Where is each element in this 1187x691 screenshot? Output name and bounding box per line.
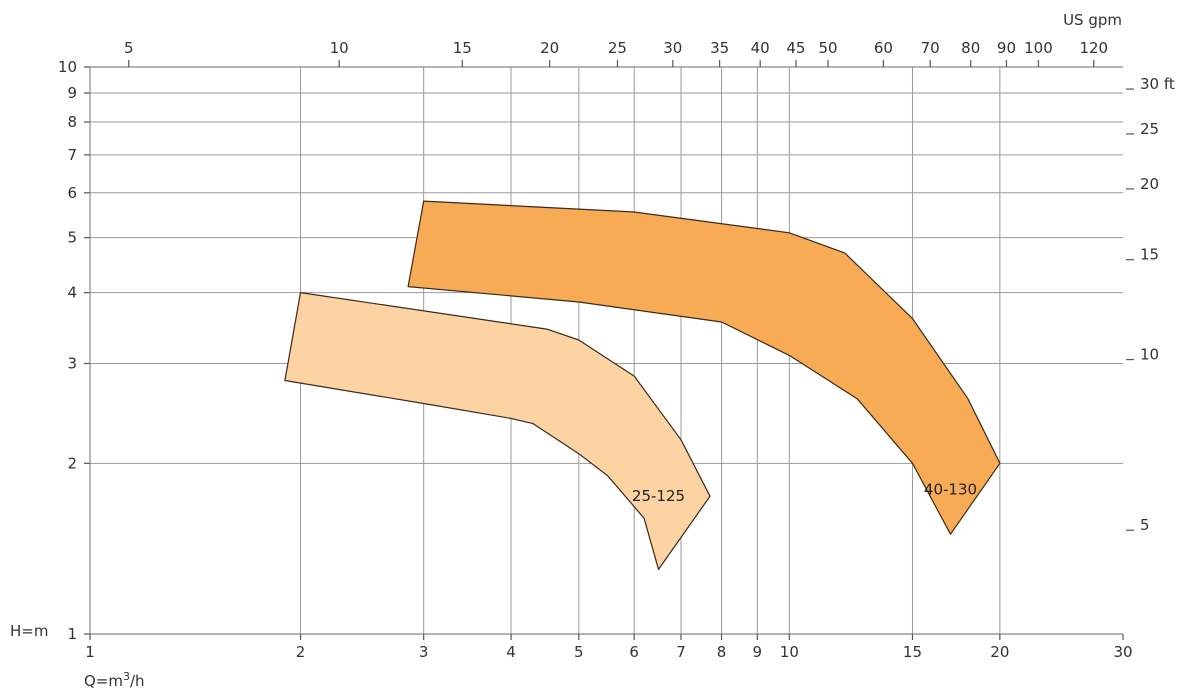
x-tick-label: 6 — [629, 643, 639, 661]
grid — [90, 67, 1123, 634]
y2-tick-label: 20 — [1140, 175, 1159, 193]
x2-tick-label: 60 — [874, 39, 893, 57]
y2-tick-label: 15 — [1140, 246, 1159, 264]
x2-tick-label: 40 — [751, 39, 770, 57]
y-axis-label: H=m — [10, 622, 48, 640]
x2-tick-label: 15 — [453, 39, 472, 57]
plot-frame — [89, 66, 1123, 635]
y-tick-label: 10 — [58, 58, 77, 76]
x2-tick-label: 100 — [1024, 39, 1053, 57]
x-tick-label: 1 — [85, 643, 95, 661]
x2-tick-label: 25 — [608, 39, 627, 57]
y-tick-label: 8 — [67, 113, 77, 131]
x-tick-label: 9 — [753, 643, 763, 661]
y-tick-label: 7 — [67, 146, 77, 164]
y2-tick-label: 10 — [1140, 346, 1159, 364]
y2-tick-label: 25 — [1140, 120, 1159, 138]
x-tick-label: 2 — [296, 643, 306, 661]
y-tick-label: 2 — [67, 454, 77, 472]
x2-tick-label: 45 — [786, 39, 805, 57]
y2-tick-label: 5 — [1140, 516, 1150, 534]
x2-tick-label: 20 — [540, 39, 559, 57]
x2-tick-label: 5 — [124, 39, 134, 57]
x-tick-label: 3 — [419, 643, 429, 661]
y-tick-label: 9 — [67, 84, 77, 102]
x2-tick-label: 10 — [330, 39, 349, 57]
x-axis-label: Q=m3/h — [84, 670, 145, 690]
series-areas: 25-125 40-130 — [284, 200, 1001, 571]
x-tick-label: 10 — [780, 643, 799, 661]
x-tick-label: 4 — [506, 643, 516, 661]
y-tick-label: 6 — [67, 184, 77, 202]
series-area-40-130 — [407, 200, 1001, 535]
series-area-25-125 — [284, 292, 711, 571]
y2-tick-label: 30 ft — [1140, 75, 1175, 93]
y-tick-label: 4 — [67, 284, 77, 302]
x-tick-label: 20 — [990, 643, 1009, 661]
x2-tick-label: 70 — [921, 39, 940, 57]
x-tick-label: 8 — [717, 643, 727, 661]
x2-tick-label: 35 — [710, 39, 729, 57]
y-tick-label: 3 — [67, 354, 77, 372]
x-tick-label: 30 — [1113, 643, 1132, 661]
x2-tick-label: 50 — [819, 39, 838, 57]
x2-tick-label: 90 — [997, 39, 1016, 57]
x2-tick-label: 120 — [1079, 39, 1108, 57]
us-gpm-axis-label: US gpm — [1063, 11, 1122, 29]
series-label-25-125: 25-125 — [632, 487, 685, 505]
x2-tick-label: 80 — [961, 39, 980, 57]
x-tick-label: 15 — [903, 643, 922, 661]
y-tick-label: 5 — [67, 229, 77, 247]
series-label-40-130: 40-130 — [924, 480, 977, 498]
x2-tick-label: 30 — [663, 39, 682, 57]
x-tick-label: 5 — [574, 643, 584, 661]
x-tick-label: 7 — [676, 643, 686, 661]
y-tick-label: 1 — [67, 625, 77, 643]
